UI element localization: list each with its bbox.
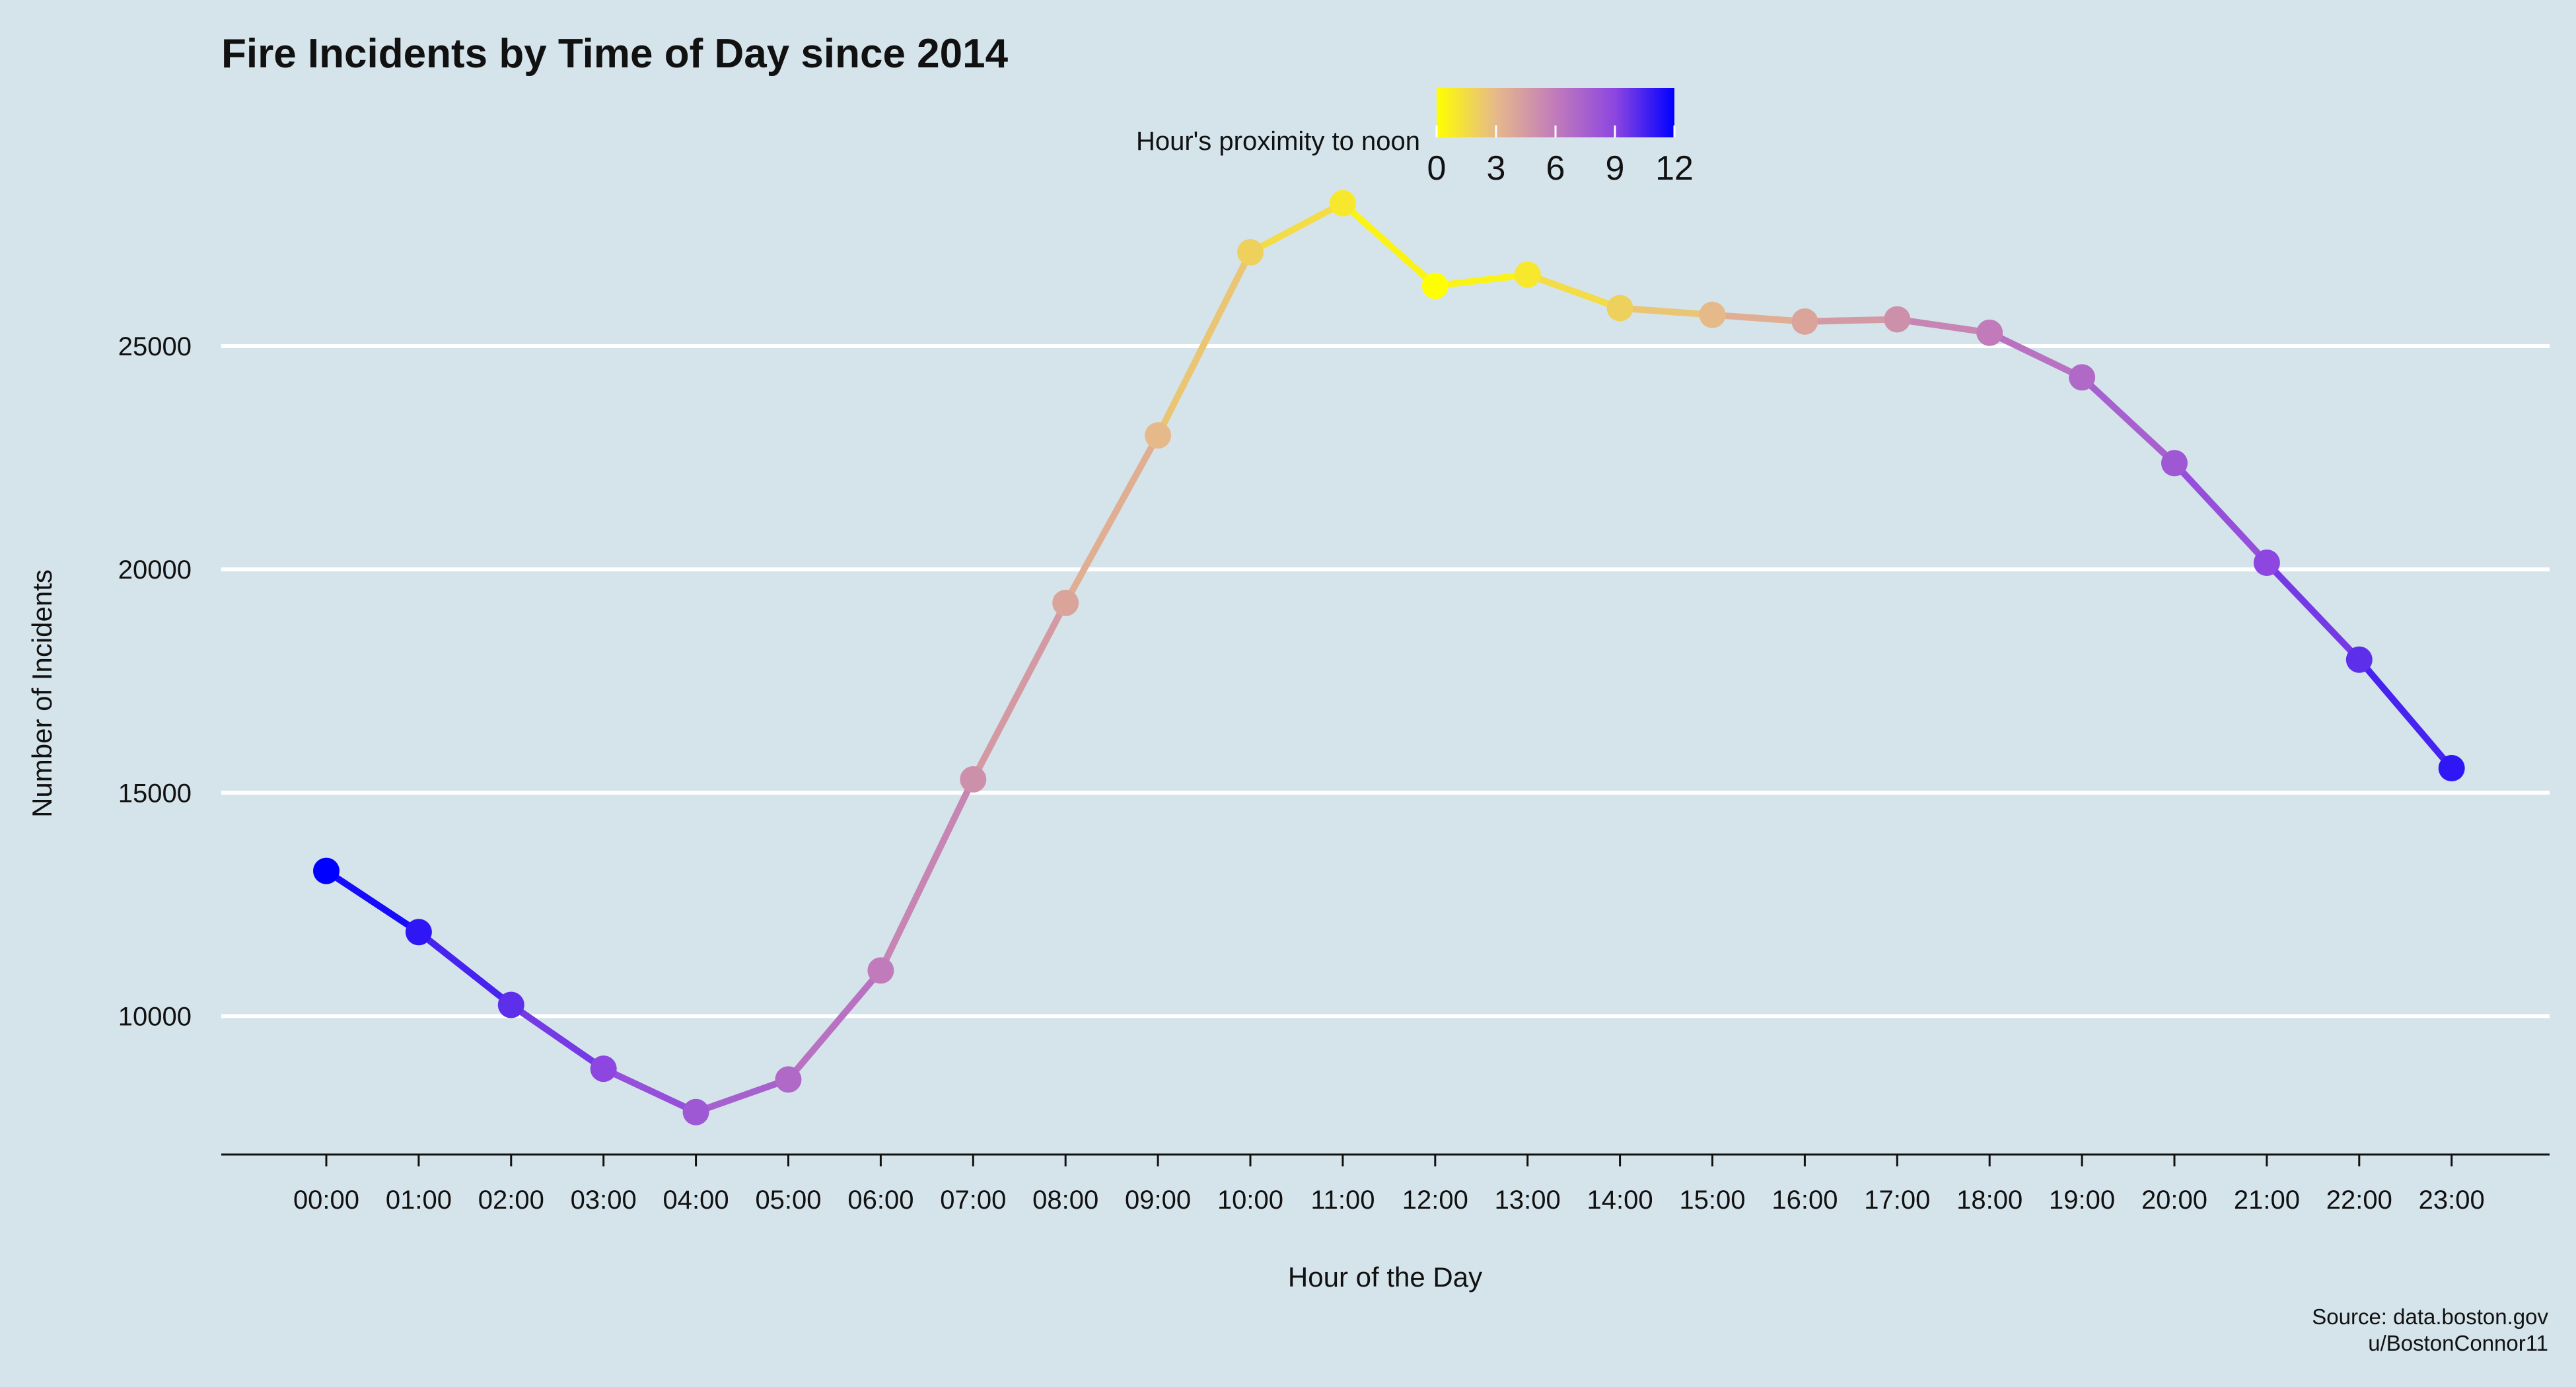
y-tick-label: 15000	[118, 779, 192, 808]
legend-tick-label: 9	[1606, 149, 1625, 188]
x-tick-label: 13:00	[1495, 1186, 1561, 1215]
data-point	[1791, 308, 1818, 335]
x-axis-title: Hour of the Day	[1288, 1262, 1482, 1293]
data-point	[1421, 272, 1449, 299]
data-point	[1514, 261, 1541, 288]
data-point	[313, 857, 340, 884]
y-axis-ticks: 10000 15000 20000 25000	[118, 332, 192, 1031]
x-tick-label: 15:00	[1679, 1186, 1745, 1215]
data-point	[2345, 646, 2373, 673]
x-tick-label: 01:00	[386, 1186, 452, 1215]
line-segment	[1431, 271, 1531, 289]
x-tick-label: 00:00	[293, 1186, 359, 1215]
line-segment	[323, 867, 422, 936]
x-axis-ticks: 00:00 01:00 02:00 03:00 04:00 05:00 06:00 07:00…	[293, 1155, 2485, 1215]
line-segment	[2171, 460, 2270, 566]
data-point	[2161, 450, 2188, 477]
y-tick-label: 25000	[118, 332, 192, 361]
data-point	[1329, 190, 1356, 217]
x-tick-label: 07:00	[940, 1186, 1006, 1215]
legend-ticks: 0 3 6 9 12	[1427, 125, 1694, 188]
line-segment	[1986, 329, 2086, 381]
data-point	[2438, 755, 2465, 782]
line-segment	[1339, 199, 1439, 289]
x-tick-label: 23:00	[2419, 1186, 2485, 1215]
line-segment	[1155, 249, 1254, 439]
x-tick-label: 08:00	[1032, 1186, 1098, 1215]
line-segment	[1524, 271, 1624, 312]
line-segment	[877, 775, 977, 974]
legend-title: Hour's proximity to noon	[1136, 127, 1420, 156]
data-point	[960, 765, 987, 793]
data-point	[2069, 364, 2096, 391]
data-point	[2253, 549, 2280, 576]
line-segment	[1801, 316, 1901, 325]
line-segment	[970, 599, 1069, 783]
x-tick-label: 12:00	[1402, 1186, 1468, 1215]
x-tick-label: 04:00	[663, 1186, 729, 1215]
data-point	[1976, 319, 2003, 346]
x-tick-label: 10:00	[1217, 1186, 1283, 1215]
x-tick-label: 11:00	[1310, 1186, 1375, 1215]
y-tick-label: 20000	[118, 555, 192, 585]
line-segment	[1894, 316, 1993, 336]
legend-tick-label: 12	[1655, 149, 1694, 188]
data-point	[1606, 295, 1633, 322]
data-point	[682, 1098, 709, 1125]
data-point	[1237, 239, 1264, 266]
data-points	[313, 190, 2465, 1125]
line-segment	[507, 1001, 607, 1073]
x-tick-label: 06:00	[847, 1186, 913, 1215]
data-point	[1052, 589, 1079, 616]
x-tick-label: 17:00	[1864, 1186, 1930, 1215]
line-segment	[2079, 374, 2178, 467]
line-segment	[785, 967, 884, 1083]
data-point	[1145, 422, 1172, 449]
line-segment	[1616, 304, 1716, 318]
x-tick-label: 22:00	[2326, 1186, 2392, 1215]
data-point	[1884, 306, 1911, 333]
line-segment	[600, 1065, 699, 1116]
x-tick-label: 16:00	[1771, 1186, 1838, 1215]
data-point	[1699, 301, 1726, 328]
x-tick-label: 09:00	[1125, 1186, 1191, 1215]
line-segment	[1709, 311, 1808, 325]
line-segment	[692, 1076, 792, 1116]
data-point	[590, 1055, 617, 1083]
legend-tick-label: 6	[1546, 149, 1565, 188]
x-tick-label: 18:00	[1956, 1186, 2022, 1215]
line-segment	[415, 929, 515, 1009]
x-tick-label: 20:00	[2141, 1186, 2207, 1215]
line-segments	[323, 199, 2455, 1116]
legend-tick-label: 0	[1427, 149, 1447, 188]
x-tick-label: 05:00	[755, 1186, 821, 1215]
line-segment	[1247, 199, 1346, 256]
x-tick-label: 19:00	[2049, 1186, 2115, 1215]
data-point	[405, 919, 432, 946]
x-tick-label: 02:00	[478, 1186, 544, 1215]
color-legend: Hour's proximity to noon 0 3 6 9 12	[1136, 88, 1694, 188]
caption-source: Source: data.boston.gov	[2312, 1304, 2548, 1329]
y-axis-title: Number of Incidents	[26, 569, 57, 818]
legend-tick-label: 3	[1487, 149, 1506, 188]
data-point	[867, 957, 894, 984]
data-point	[775, 1066, 802, 1093]
x-tick-label: 03:00	[571, 1186, 637, 1215]
caption-author: u/BostonConnor11	[2368, 1331, 2548, 1355]
x-tick-label: 14:00	[1587, 1186, 1653, 1215]
line-segment	[2355, 656, 2455, 772]
chart-title: Fire Incidents by Time of Day since 2014	[221, 31, 1009, 77]
data-point	[497, 991, 524, 1018]
y-gridlines	[221, 344, 2550, 1018]
line-segment	[1062, 432, 1162, 606]
x-tick-label: 21:00	[2234, 1186, 2300, 1215]
line-segment	[2263, 559, 2363, 663]
y-tick-label: 10000	[118, 1002, 192, 1031]
